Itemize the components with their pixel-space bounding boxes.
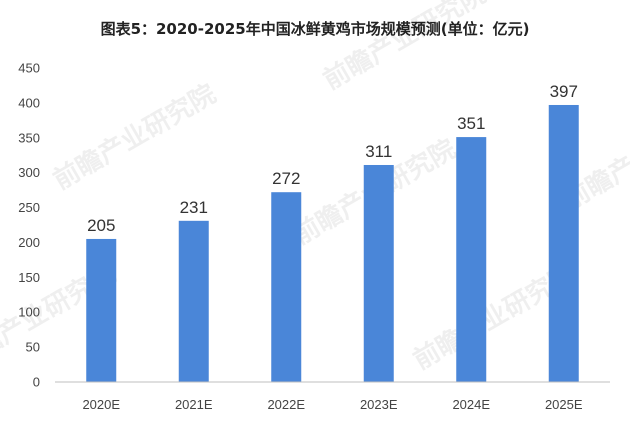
y-tick-label: 50 bbox=[26, 340, 40, 355]
bar bbox=[363, 164, 394, 382]
y-tick-label: 450 bbox=[18, 61, 40, 76]
y-tick-label: 350 bbox=[18, 130, 40, 145]
bar bbox=[178, 220, 209, 382]
y-tick-label: 250 bbox=[18, 200, 40, 215]
bars bbox=[86, 104, 579, 382]
watermark-text: 前瞻产业研究院 bbox=[48, 78, 221, 196]
chart-title: 图表5：2020-2025年中国冰鲜黄鸡市场规模预测(单位：亿元) bbox=[100, 20, 530, 38]
x-tick-label: 2020E bbox=[82, 397, 120, 412]
x-tick-label: 2023E bbox=[360, 397, 398, 412]
y-tick-label: 150 bbox=[18, 270, 40, 285]
bar bbox=[548, 104, 579, 382]
x-tick-label: 2022E bbox=[267, 397, 305, 412]
x-tick-label: 2021E bbox=[175, 397, 213, 412]
y-tick-label: 400 bbox=[18, 95, 40, 110]
data-label: 397 bbox=[550, 82, 578, 101]
y-tick-label: 300 bbox=[18, 165, 40, 180]
data-label: 272 bbox=[272, 169, 300, 188]
y-tick-label: 100 bbox=[18, 305, 40, 320]
bar bbox=[456, 137, 487, 382]
bar bbox=[86, 238, 117, 382]
data-label: 205 bbox=[87, 216, 115, 235]
x-tick-label: 2024E bbox=[452, 397, 490, 412]
data-label: 311 bbox=[365, 142, 392, 161]
y-axis: 0 50 100 150 200 250 300 350 400 450 bbox=[18, 61, 40, 390]
bar bbox=[271, 192, 302, 382]
data-labels: 205 231 272 311 351 397 bbox=[87, 82, 578, 235]
x-axis: 2020E 2021E 2022E 2023E 2024E 2025E bbox=[55, 381, 610, 412]
x-tick-label: 2025E bbox=[545, 397, 583, 412]
watermark-text: 前瞻产业研究院 bbox=[318, 0, 491, 96]
y-tick-label: 200 bbox=[18, 235, 40, 250]
data-label: 351 bbox=[457, 114, 485, 133]
data-label: 231 bbox=[180, 198, 208, 217]
y-tick-label: 0 bbox=[33, 375, 40, 390]
